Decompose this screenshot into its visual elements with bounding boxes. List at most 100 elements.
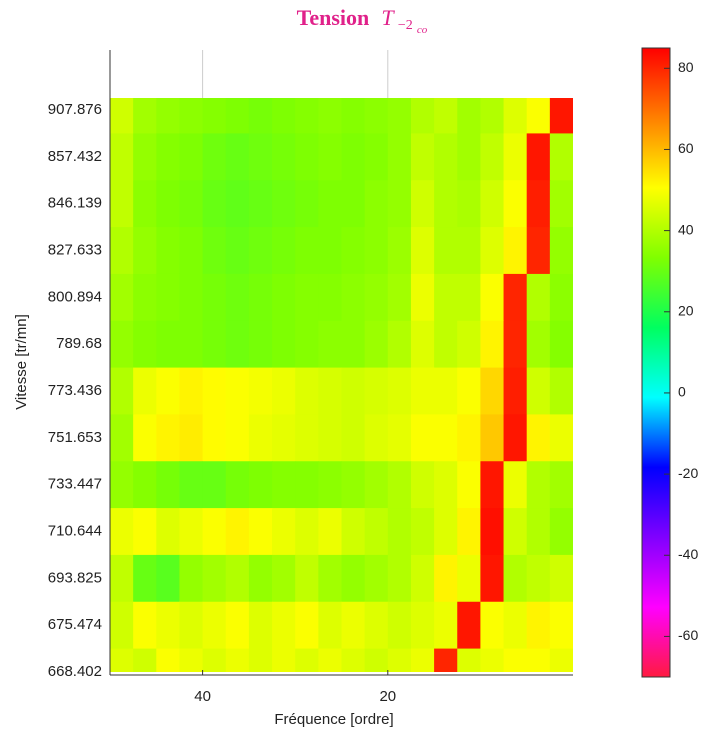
heat-cell [295, 367, 319, 415]
heat-cell [110, 414, 134, 462]
heat-cell [202, 414, 227, 462]
heat-cell [318, 133, 342, 181]
y-tick-label: 827.633 [48, 241, 102, 258]
heat-cell [364, 133, 389, 181]
heat-cell [225, 554, 250, 603]
heat-cell [202, 648, 227, 672]
heat-cell [133, 367, 157, 415]
heat-cell [133, 273, 157, 322]
heat-cell [480, 133, 505, 181]
heat-cell [503, 461, 528, 509]
heat-cell [225, 98, 250, 134]
heat-cell [318, 554, 342, 603]
heat-cell [341, 320, 366, 369]
heat-cell [272, 180, 296, 228]
title-subscript: −2 [398, 18, 413, 33]
heat-cell [457, 508, 481, 556]
heat-cell [341, 601, 366, 650]
heat-cell [225, 273, 250, 322]
colorbar-tick-label: -60 [678, 627, 698, 643]
heat-cell [434, 98, 458, 134]
y-tick-label: 751.653 [48, 429, 102, 446]
heatmap [110, 98, 573, 672]
heat-cell [156, 98, 180, 134]
heat-cell [480, 367, 505, 415]
heat-cell [480, 320, 505, 369]
heat-cell [503, 508, 528, 556]
heat-cell [272, 98, 296, 134]
heat-cell [272, 508, 296, 556]
heat-cell [503, 414, 528, 462]
heat-cell [248, 601, 273, 650]
heat-cell [549, 227, 573, 275]
heat-cell [133, 320, 157, 369]
heat-cell [387, 367, 412, 415]
heat-cell [248, 508, 273, 556]
heat-cell [341, 98, 366, 134]
heat-cell [341, 133, 366, 181]
heat-cell [318, 508, 342, 556]
heat-cell [341, 227, 366, 275]
heat-cell [434, 227, 458, 275]
heat-cell [387, 273, 412, 322]
heat-cell [526, 601, 551, 650]
heat-cell [179, 601, 204, 650]
heat-cell [133, 133, 157, 181]
heat-cell [503, 98, 528, 134]
heat-cell [272, 273, 296, 322]
heat-cell [318, 227, 342, 275]
heat-cell [179, 367, 204, 415]
title-text: Tension [297, 5, 370, 30]
heat-cell [179, 461, 204, 509]
heat-cell [272, 227, 296, 275]
heat-cell [318, 367, 342, 415]
heat-cell [434, 320, 458, 369]
heat-cell [434, 367, 458, 415]
heat-cell [295, 554, 319, 603]
heat-cell [318, 601, 342, 650]
heat-cell [202, 461, 227, 509]
colorbar-tick-label: -40 [678, 546, 698, 562]
heat-cell [503, 648, 528, 672]
heat-cell [225, 227, 250, 275]
heat-cell [410, 273, 435, 322]
heat-cell [410, 227, 435, 275]
x-tick-label: 40 [194, 688, 211, 705]
heat-cell [156, 320, 180, 369]
heat-cell [133, 227, 157, 275]
heat-cell [387, 554, 412, 603]
heat-cell [387, 320, 412, 369]
heat-cell [341, 508, 366, 556]
heat-cell [434, 180, 458, 228]
heat-cell [272, 554, 296, 603]
heat-cell [434, 601, 458, 650]
title-symbol: T [381, 5, 395, 30]
heat-cell [133, 601, 157, 650]
heat-cell [503, 554, 528, 603]
heat-cell [156, 508, 180, 556]
heat-cell [549, 98, 573, 134]
heat-cell [549, 648, 573, 672]
heat-cell [295, 508, 319, 556]
heat-cell [364, 98, 389, 134]
heat-cell [410, 180, 435, 228]
heat-cell [480, 461, 505, 509]
heat-cell [410, 554, 435, 603]
colorbar-tick-label: -20 [678, 465, 698, 481]
heat-cell [179, 133, 204, 181]
heat-cell [526, 461, 551, 509]
heat-cell [364, 461, 389, 509]
heat-cell [295, 320, 319, 369]
heat-cell [133, 648, 157, 672]
heat-cell [295, 648, 319, 672]
heat-cell [318, 648, 342, 672]
heat-cell [295, 180, 319, 228]
x-tick-label: 20 [379, 688, 396, 705]
heat-cell [318, 320, 342, 369]
heat-cell [225, 508, 250, 556]
heat-cell [248, 461, 273, 509]
heat-cell [133, 508, 157, 556]
heat-cell [549, 508, 573, 556]
y-tick-label: 857.432 [48, 148, 102, 165]
heat-cell [503, 180, 528, 228]
